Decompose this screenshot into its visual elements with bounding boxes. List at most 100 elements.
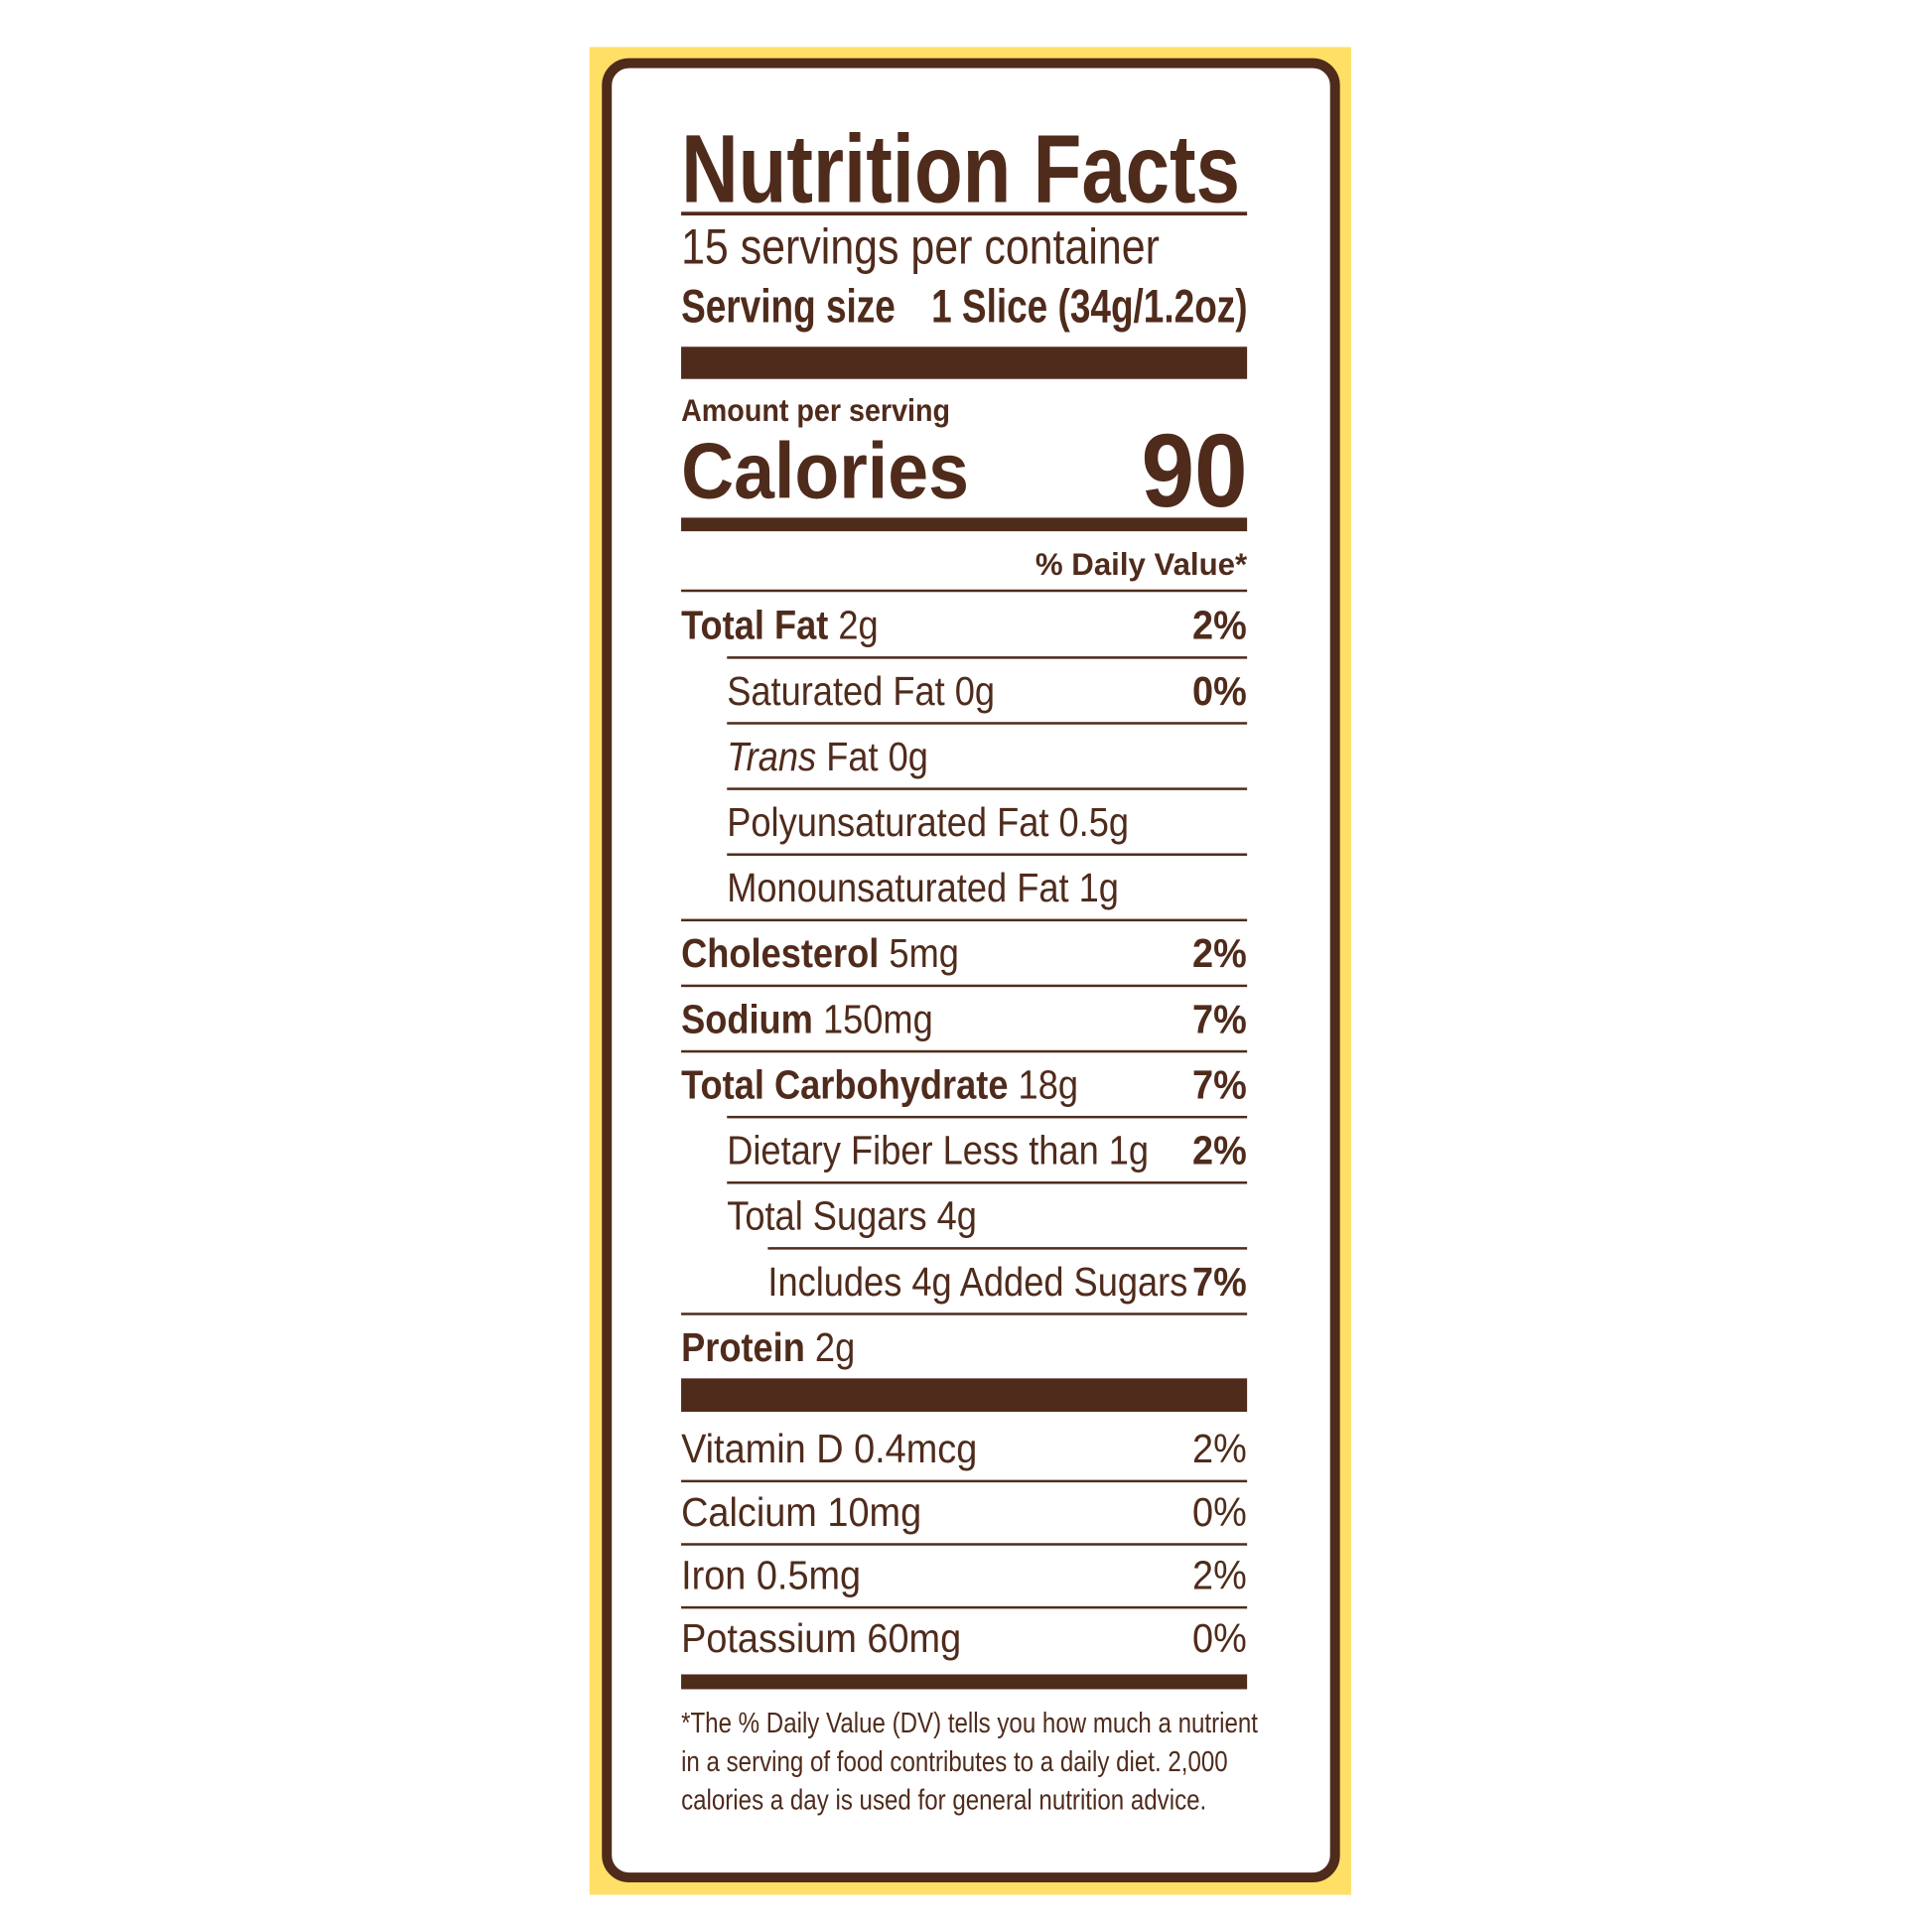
nutrient-dv: 2% <box>1192 929 1248 976</box>
serving-size-value: 1 Slice (34g/1.2oz) <box>930 281 1248 334</box>
row-divider <box>681 984 1248 988</box>
medium-divider <box>681 517 1248 532</box>
vitamin-label: Iron 0.5mg <box>681 1543 861 1606</box>
vitamin-row: Iron 0.5mg 2% <box>681 1543 1247 1606</box>
nutrient-name-rest: Fat <box>826 733 879 779</box>
row-divider <box>681 1543 1248 1546</box>
nutrient-name: Trans <box>727 733 817 779</box>
vitamin-dv: 2% <box>1192 1425 1248 1471</box>
row-divider <box>727 1181 1248 1184</box>
title-text: Nutrition Facts <box>681 113 1240 223</box>
thick-divider <box>681 346 1248 379</box>
nutrient-amount: 0.5g <box>1058 798 1130 845</box>
nutrient-amount: 18g <box>1018 1061 1078 1108</box>
row-divider <box>681 1605 1248 1609</box>
row-divider <box>727 853 1248 856</box>
divider <box>681 589 1248 593</box>
nutrient-dv: 7% <box>1192 1061 1248 1108</box>
row-divider <box>727 722 1248 725</box>
nutrient-name: Cholesterol <box>681 929 880 976</box>
nutrient-row: Sodium 150mg 7% <box>681 986 1247 1051</box>
row-divider <box>681 1479 1248 1483</box>
nutrient-name: Protein <box>681 1323 805 1370</box>
row-divider <box>767 1247 1248 1250</box>
footnote-line: calories a day is used for general nutri… <box>681 1783 1207 1816</box>
divider <box>681 211 1248 216</box>
nutrient-row: Protein 2g <box>681 1313 1247 1379</box>
nutrient-label: Includes 4g Added Sugars <box>767 1248 1187 1313</box>
vitamin-row: Vitamin D 0.4mcg 2% <box>681 1417 1247 1480</box>
footnote-line: in a serving of food contributes to a da… <box>681 1744 1228 1778</box>
nutrient-label: Total Carbohydrate 18g <box>681 1051 1078 1117</box>
footnote-line: *The % Daily Value (DV) tells you how mu… <box>681 1706 1258 1739</box>
vitamin-amount: 0.5mg <box>756 1551 862 1598</box>
nutrient-name: Sodium <box>681 995 813 1042</box>
thick-divider <box>681 1378 1248 1413</box>
nutrient-amount: 150mg <box>822 995 933 1042</box>
nutrient-amount: 0g <box>954 667 996 714</box>
amount-per-serving: Amount per serving <box>681 394 974 430</box>
nutrient-row: Total Sugars 4g <box>681 1182 1247 1248</box>
nutrient-label: Dietary Fiber Less than 1g <box>727 1117 1149 1182</box>
nutrient-row: Total Carbohydrate 18g 7% <box>681 1051 1247 1117</box>
row-divider <box>681 1312 1248 1315</box>
nutrient-row: Monounsaturated Fat 1g <box>681 855 1247 920</box>
vitamin-name: Iron <box>681 1551 747 1598</box>
serving-size-label: Serving size <box>681 281 896 334</box>
vitamin-dv: 0% <box>1192 1614 1248 1661</box>
nutrient-amount: 0g <box>888 733 928 779</box>
nutrient-row: Dietary Fiber Less than 1g 2% <box>681 1117 1247 1182</box>
nutrient-amount: 4g Added Sugars <box>911 1258 1188 1305</box>
vitamin-name: Calcium <box>681 1488 817 1535</box>
medium-divider <box>681 1674 1248 1690</box>
vitamin-dv: 2% <box>1192 1551 1248 1598</box>
nutrient-row: Polyunsaturated Fat 0.5g <box>681 789 1247 855</box>
vitamin-amount: 10mg <box>827 1488 922 1535</box>
nutrient-row: Cholesterol 5mg 2% <box>681 920 1247 986</box>
calories-row: Calories 90 <box>681 412 1248 529</box>
calories-value: 90 <box>1140 412 1248 529</box>
nutrient-row: Trans Fat 0g <box>681 723 1247 788</box>
nutrient-dv: 0% <box>1192 667 1248 714</box>
title: Nutrition Facts <box>681 119 1362 218</box>
nutrient-name: Polyunsaturated Fat <box>727 798 1049 845</box>
row-divider <box>727 787 1248 790</box>
nutrient-label: Trans Fat 0g <box>727 723 928 788</box>
nutrient-dv: 2% <box>1192 1127 1248 1173</box>
nutrient-label: Total Sugars 4g <box>727 1182 977 1248</box>
nutrient-name: Saturated Fat <box>727 667 945 714</box>
nutrient-row: Saturated Fat 0g 0% <box>681 657 1247 723</box>
nutrient-name: Total Sugars <box>727 1192 927 1239</box>
vitamin-label: Calcium 10mg <box>681 1480 921 1544</box>
nutrient-label: Sodium 150mg <box>681 986 933 1051</box>
nutrient-name: Dietary Fiber <box>727 1127 933 1173</box>
vitamin-dv: 0% <box>1192 1488 1248 1535</box>
vitamin-amount: 0.4mcg <box>854 1425 978 1471</box>
nutrient-amount: 5mg <box>889 929 959 976</box>
vitamin-amount: 60mg <box>867 1614 962 1661</box>
nutrient-amount: 1g <box>1078 864 1119 910</box>
nutrient-label: Polyunsaturated Fat 0.5g <box>727 789 1129 855</box>
servings-text: 15 servings per container <box>681 220 1160 275</box>
nutrient-name: Monounsaturated Fat <box>727 864 1069 910</box>
row-divider <box>727 1115 1248 1119</box>
nutrient-name: Total Carbohydrate <box>681 1061 1009 1108</box>
nutrient-label: Cholesterol 5mg <box>681 920 959 986</box>
row-divider <box>681 918 1248 922</box>
vitamin-name: Vitamin D <box>681 1425 844 1471</box>
nutrient-label: Saturated Fat 0g <box>727 657 995 723</box>
row-divider <box>727 656 1248 659</box>
row-divider <box>681 1049 1248 1053</box>
nutrient-label: Monounsaturated Fat 1g <box>727 855 1119 920</box>
nutrient-label: Total Fat 2g <box>681 592 879 657</box>
amount-text: Amount per serving <box>681 393 951 429</box>
calories-label: Calories <box>681 426 969 515</box>
nutrient-dv: 7% <box>1192 1258 1248 1305</box>
nutrient-amount: 4g <box>936 1192 977 1239</box>
nutrient-name: Total Fat <box>681 602 829 648</box>
nutrient-label: Protein 2g <box>681 1313 855 1379</box>
vitamin-row: Calcium 10mg 0% <box>681 1480 1247 1544</box>
nutrient-row: Includes 4g Added Sugars 7% <box>681 1248 1247 1313</box>
vitamin-label: Potassium 60mg <box>681 1606 961 1670</box>
